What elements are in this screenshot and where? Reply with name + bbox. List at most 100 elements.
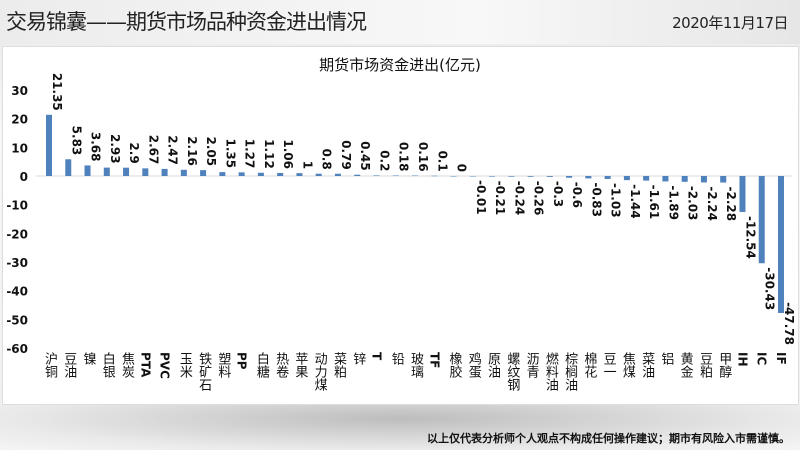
data-label: 0.79 bbox=[339, 140, 353, 170]
data-label: 1.12 bbox=[262, 139, 276, 169]
chart-title: 期货市场资金进出(亿元) bbox=[319, 56, 481, 74]
y-tick-label: -30 bbox=[6, 256, 28, 270]
data-label: 21.35 bbox=[50, 73, 64, 111]
bar bbox=[296, 173, 303, 176]
bar bbox=[643, 176, 650, 181]
category-label: 螺纹钢 bbox=[504, 352, 520, 391]
data-label: -1.89 bbox=[666, 185, 680, 220]
bar bbox=[65, 159, 72, 176]
category-label: T bbox=[369, 352, 384, 361]
y-tick-label: 30 bbox=[11, 84, 28, 98]
bar bbox=[700, 176, 707, 183]
category-label: 苹果 bbox=[292, 352, 308, 378]
data-label: -0.24 bbox=[512, 181, 526, 216]
data-label: 3.68 bbox=[89, 132, 103, 162]
bar bbox=[469, 176, 476, 177]
data-label: -1.03 bbox=[609, 183, 623, 218]
data-label: 0.18 bbox=[397, 142, 411, 172]
footer-band bbox=[0, 405, 800, 450]
category-label: 沥青 bbox=[523, 352, 539, 378]
header-bar: 交易锦囊——期货市场品种资金进出情况 2020年11月17日 bbox=[0, 0, 800, 44]
category-label: 焦炭 bbox=[119, 352, 135, 378]
bar bbox=[84, 165, 91, 176]
category-label: IC bbox=[754, 352, 769, 366]
disclaimer: 以上仅代表分析师个人观点不构成任何操作建议；期市有风险入市需谨慎。 bbox=[427, 432, 790, 445]
bar bbox=[778, 176, 784, 313]
y-tick-label: -20 bbox=[6, 227, 28, 241]
data-label: 1.27 bbox=[243, 139, 257, 169]
category-label: TF bbox=[427, 352, 442, 369]
report-date: 2020年11月17日 bbox=[672, 14, 788, 32]
data-label: -30.43 bbox=[763, 267, 777, 310]
category-label: 镍 bbox=[80, 352, 96, 365]
data-label: -2.28 bbox=[724, 187, 738, 222]
data-label: 2.05 bbox=[204, 137, 218, 167]
y-tick-label: -50 bbox=[6, 313, 28, 327]
bar bbox=[431, 175, 438, 177]
category-label: 铝 bbox=[658, 352, 674, 365]
category-label: 玉米 bbox=[176, 352, 192, 378]
bar bbox=[315, 173, 322, 176]
y-tick-label: 0 bbox=[20, 170, 28, 184]
data-label: 1 bbox=[300, 161, 314, 169]
data-label: 5.83 bbox=[69, 126, 83, 156]
bar bbox=[662, 176, 669, 182]
category-label: 鸡蛋 bbox=[465, 352, 481, 378]
category-label: 黄金 bbox=[677, 352, 693, 378]
bar bbox=[277, 172, 284, 176]
category-label: IH bbox=[735, 352, 750, 367]
data-label: -1.61 bbox=[647, 185, 661, 220]
category-label: 原油 bbox=[485, 352, 501, 378]
data-label: 1.35 bbox=[223, 139, 237, 169]
data-label: -0.01 bbox=[474, 180, 488, 215]
category-label: 棉花 bbox=[581, 352, 597, 378]
category-label: 玻璃 bbox=[408, 352, 423, 378]
bar bbox=[720, 176, 727, 183]
bar bbox=[373, 175, 380, 176]
bar bbox=[161, 168, 168, 176]
data-label: 0 bbox=[455, 164, 469, 172]
data-label: 2.67 bbox=[146, 135, 160, 165]
category-label: 沪铜 bbox=[42, 352, 57, 378]
data-label: 0.2 bbox=[377, 150, 391, 171]
y-tick-label: -40 bbox=[6, 285, 28, 299]
category-label: 燃料油 bbox=[542, 352, 558, 391]
data-label: 2.16 bbox=[185, 136, 199, 166]
data-label: 0.1 bbox=[435, 150, 449, 171]
category-label: 白银 bbox=[99, 352, 115, 378]
category-label: PP bbox=[234, 352, 249, 370]
bar bbox=[546, 176, 553, 177]
bar bbox=[739, 176, 746, 212]
bar bbox=[219, 172, 226, 176]
bar bbox=[103, 167, 110, 176]
category-label: PVC bbox=[157, 352, 172, 379]
category-label: 铅 bbox=[388, 352, 404, 365]
bar bbox=[123, 167, 130, 176]
data-label: -0.83 bbox=[589, 182, 603, 217]
data-label: -1.44 bbox=[628, 184, 642, 219]
data-label: -2.03 bbox=[686, 186, 700, 221]
bar bbox=[180, 169, 187, 176]
bar bbox=[566, 176, 573, 178]
category-label: 动力煤 bbox=[311, 352, 327, 391]
category-label: 豆一 bbox=[600, 352, 616, 378]
chart-panel bbox=[2, 46, 799, 405]
bar bbox=[238, 172, 245, 176]
category-label: 焦煤 bbox=[619, 352, 635, 378]
y-tick-label: 20 bbox=[11, 113, 28, 127]
data-label: 0.16 bbox=[416, 142, 430, 172]
category-label: 菜油 bbox=[639, 352, 655, 378]
category-label: IF bbox=[774, 352, 788, 365]
bar bbox=[758, 176, 765, 264]
category-label: 铁矿石 bbox=[196, 352, 212, 391]
bar bbox=[334, 173, 341, 176]
category-label: 锌 bbox=[350, 352, 366, 365]
bar bbox=[681, 176, 688, 182]
data-label: 0.45 bbox=[358, 141, 372, 171]
bar bbox=[200, 170, 207, 176]
category-label: 白糖 bbox=[253, 352, 269, 378]
category-label: 棕榈油 bbox=[562, 352, 578, 391]
category-label: 菜粕 bbox=[330, 352, 346, 378]
bar bbox=[623, 176, 630, 181]
